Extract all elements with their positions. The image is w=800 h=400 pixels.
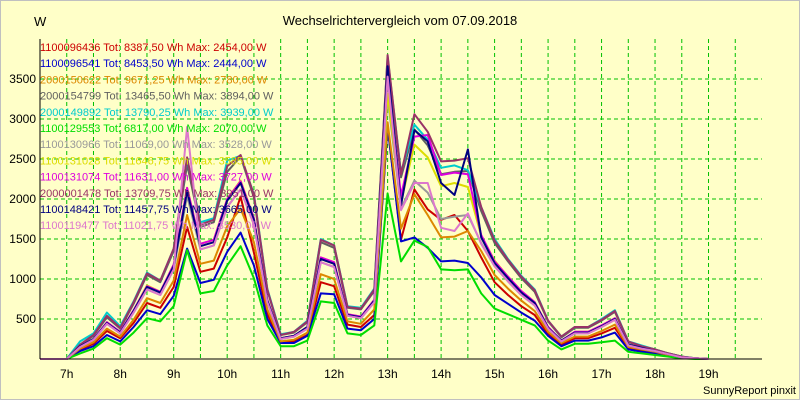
- legend-entry-2000154799: 2000154799 Tot: 13465,50 Wh Max: 3894,00…: [40, 91, 274, 103]
- y-tick-label: 1000: [9, 272, 36, 286]
- legend-entry-2000149892: 2000149892 Tot: 13790,25 Wh Max: 3939,00…: [40, 107, 274, 119]
- legend-entry-1100129553: 1100129553 Tot: 6817,00 Wh Max: 2070,00 …: [40, 123, 267, 135]
- y-tick-label: 1500: [9, 232, 36, 246]
- legend-entry-1100131028: 1100131028 Tot: 11646,75 Wh Max: 3585,00…: [40, 155, 272, 167]
- x-tick-label: 14h: [431, 367, 451, 381]
- x-tick-label: 10h: [217, 367, 237, 381]
- series-layer: [40, 54, 709, 360]
- legend-entry-1100096541: 1100096541 Tot: 8453,50 Wh Max: 2444,00 …: [40, 58, 267, 70]
- x-tick-label: 19h: [699, 367, 719, 381]
- x-tick-label: 12h: [324, 367, 344, 381]
- series-line-1100129553: [40, 192, 709, 360]
- legend-entry-1100096436: 1100096436 Tot: 8387,50 Wh Max: 2454,00 …: [40, 42, 267, 54]
- legend-entry-1100119477: 1100119477 Tot: 11021,75 Wh Max: 3530,00…: [40, 220, 272, 232]
- x-tick-label: 9h: [167, 367, 180, 381]
- y-axis-unit: W: [34, 14, 47, 29]
- y-tick-label: 3500: [9, 72, 36, 86]
- y-tick-label: 2000: [9, 192, 36, 206]
- series-line-2000150622: [40, 121, 709, 360]
- legend-entry-2000001478: 2000001478 Tot: 13709,75 Wh Max: 3951,00…: [40, 188, 274, 200]
- x-tick-label: 8h: [114, 367, 127, 381]
- credit-label: SunnyReport pinxit: [703, 385, 796, 397]
- x-tick-label: 16h: [538, 367, 558, 381]
- legend: 1100096436 Tot: 8387,50 Wh Max: 2454,00 …: [40, 42, 274, 232]
- x-tick-label: 11h: [271, 367, 290, 381]
- series-line-1100119477: [40, 75, 709, 360]
- x-tick-label: 18h: [645, 367, 665, 381]
- x-tick-label: 13h: [378, 367, 398, 381]
- x-tick-label: 15h: [485, 367, 505, 381]
- x-tick-label: 7h: [60, 367, 73, 381]
- legend-entry-1100148421: 1100148421 Tot: 11457,75 Wh Max: 3665,00…: [40, 204, 272, 216]
- legend-entry-1100130966: 1100130966 Tot: 11069,00 Wh Max: 3528,00…: [40, 139, 272, 151]
- legend-entry-1100131074: 1100131074 Tot: 11631,00 Wh Max: 3727,00…: [40, 172, 272, 184]
- legend-entry-2000150622: 2000150622 Tot: 9671,25 Wh Max: 2780,00 …: [40, 74, 268, 86]
- y-tick-label: 500: [16, 312, 36, 326]
- axes-layer: 500 1000 1500 2000 2500 3000 3500 7h 8h 9h 10h 11h 1…: [9, 39, 762, 381]
- chart-title: Wechselrichtervergleich vom 07.09.2018: [283, 13, 518, 28]
- y-tick-label: 2500: [9, 152, 36, 166]
- y-tick-label: 3000: [9, 112, 36, 126]
- x-tick-label: 17h: [592, 367, 612, 381]
